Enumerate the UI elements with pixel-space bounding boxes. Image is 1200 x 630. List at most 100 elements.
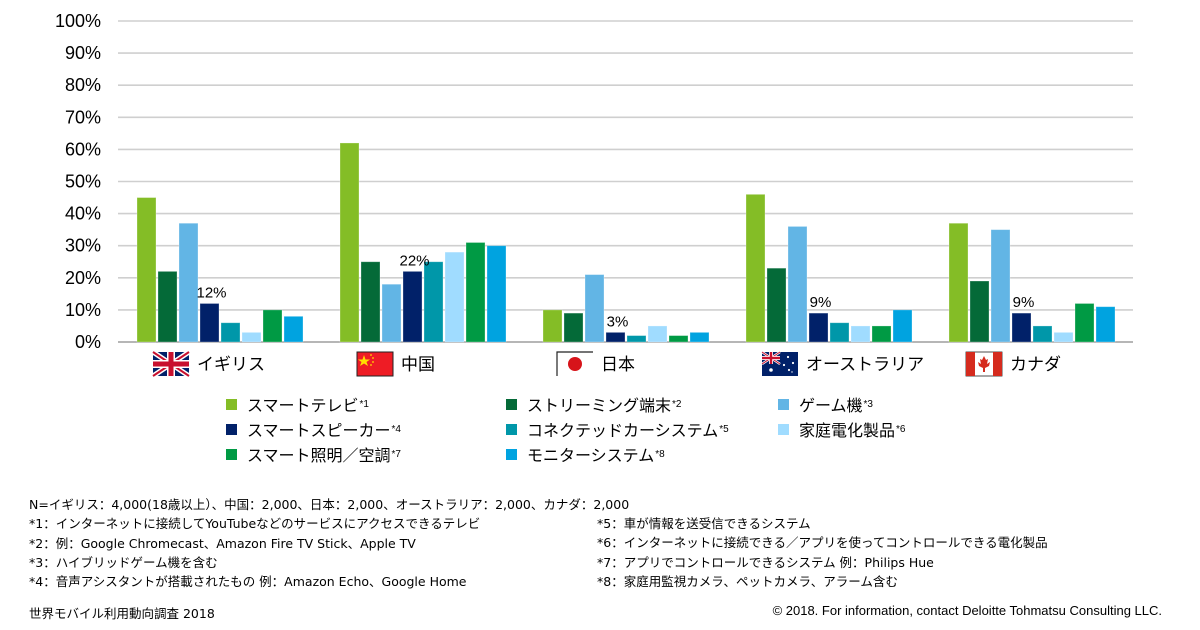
bar (850, 325, 871, 343)
uk-flag-icon (151, 349, 191, 379)
legend-swatch (506, 398, 517, 410)
legend-swatch (226, 398, 237, 410)
y-tick-label: 50% (65, 172, 101, 192)
bar (969, 280, 990, 343)
footnote-2: *2：例：Google Chromecast、Amazon Fire TV St… (29, 535, 416, 551)
bar (136, 197, 157, 343)
bars (136, 142, 1116, 343)
legend-label: 家庭電化製品 (799, 421, 896, 440)
legend-note-marker: *8 (655, 448, 665, 460)
legend-item: コネクテッドカーシステム *5 (506, 417, 729, 441)
footnotes-left: N=イギリス：4,000(18歳以上）、中国：2,000、日本：2,000、オー… (29, 495, 629, 591)
footnote-3: *3：ハイブリッドゲーム機を含む (29, 554, 218, 570)
footnote-7: *7：アプリでコントロールできるシステム 例：Philips Hue (597, 554, 934, 570)
category-label: オーストラリア (806, 355, 924, 375)
x-axis-categories: イギリス 中国 日本 オーストラリア カナダ (151, 349, 1061, 379)
bar (157, 270, 178, 343)
y-tick-label: 90% (65, 43, 101, 63)
category-label-group: イギリス (151, 349, 265, 379)
legend-item: モニターシステム *8 (506, 442, 665, 466)
legend-swatch (778, 423, 789, 435)
legend-note-marker: *2 (672, 398, 682, 410)
bar (990, 229, 1011, 343)
legend-swatch (226, 423, 237, 435)
legend-note-marker: *6 (896, 423, 906, 435)
bar (360, 261, 381, 343)
japan-flag-icon (556, 351, 593, 376)
legend-label: スマートスピーカー (247, 421, 391, 440)
footnotes-right: *5：車が情報を送受信できるシステム *6：インターネットに接続できる／アプリを… (597, 514, 1048, 591)
footnote-5: *5：車が情報を送受信できるシステム (597, 516, 811, 531)
footnote-1: *1：インターネットに接続してYouTubeなどのサービスにアクセスできるテレビ (29, 516, 481, 532)
bar (1053, 331, 1074, 343)
footnote-4: *4：音声アシスタントが搭載されたもの 例：Amazon Echo、Google… (29, 574, 467, 590)
bar (808, 312, 829, 343)
legend-note-marker: *1 (359, 398, 369, 410)
bar (605, 331, 626, 343)
data-labels: 12% 22% 3% 9% 9% (196, 252, 1034, 330)
gridlines (118, 20, 1133, 343)
legend-note-marker: *3 (863, 398, 873, 410)
bar (444, 251, 465, 343)
legend-item: スマートテレビ *1 (226, 392, 369, 416)
bar-chart: 0% 10% 20% 30% 40% 50% 60% 70% 80% 90% 100% 12% 22%… (55, 11, 1133, 379)
category-label: 日本 (601, 355, 635, 375)
bar (241, 331, 262, 343)
bar (339, 142, 360, 343)
bar (563, 312, 584, 343)
bar (1032, 325, 1053, 343)
legend-swatch (506, 423, 517, 435)
data-label: 9% (1013, 294, 1035, 311)
bar (262, 309, 283, 343)
bar (948, 222, 969, 343)
bar (1095, 306, 1116, 343)
legend-label: コネクテッドカーシステム (527, 421, 719, 440)
category-label-group: カナダ (965, 351, 1061, 377)
legend-label: モニターシステム (527, 446, 655, 465)
legend-item: ゲーム機 *3 (778, 392, 873, 416)
sample-size-note: N=イギリス：4,000(18歳以上）、中国：2,000、日本：2,000、オー… (29, 497, 630, 512)
source-note: 世界モバイル利用動向調査 2018 (29, 606, 215, 621)
data-label: 12% (196, 284, 226, 301)
bar (423, 261, 444, 343)
category-label-group: 中国 (356, 351, 435, 377)
bar (689, 331, 710, 343)
canada-flag-icon (965, 351, 1003, 377)
y-axis-ticks: 0% 10% 20% 30% 40% 50% 60% 70% 80% 90% 100% (55, 11, 101, 352)
legend-label: ゲーム機 (799, 396, 863, 415)
china-flag-icon (356, 351, 394, 377)
bar (178, 222, 199, 343)
y-tick-label: 30% (65, 236, 101, 256)
y-tick-label: 40% (65, 204, 101, 224)
legend-note-marker: *4 (391, 423, 401, 435)
bar (542, 309, 563, 343)
footnote-6: *6：インターネットに接続できる／アプリを使ってコントロールできる電化製品 (597, 535, 1048, 551)
y-tick-label: 20% (65, 268, 101, 288)
australia-flag-icon (761, 350, 798, 376)
y-tick-label: 100% (55, 11, 101, 31)
legend-swatch (226, 448, 237, 460)
bar (892, 309, 913, 343)
legend-note-marker: *7 (391, 448, 401, 460)
legend-swatch (506, 448, 517, 460)
bar (626, 335, 647, 343)
copyright: © 2018. For information, contact Deloitt… (772, 603, 1162, 618)
footnote-8: *8：家庭用監視カメラ、ペットカメラ、アラーム含む (597, 573, 898, 589)
y-tick-label: 60% (65, 139, 101, 159)
y-tick-label: 10% (65, 300, 101, 320)
legend: スマートテレビ *1 ストリーミング端末 *2 ゲーム機 *3 スマートスピーカー *4 コネク… (226, 392, 986, 470)
y-tick-label: 80% (65, 75, 101, 95)
bar (465, 242, 486, 343)
bar (647, 325, 668, 343)
legend-item: スマート照明／空調 *7 (226, 442, 401, 466)
data-label: 9% (810, 294, 832, 311)
y-tick-label: 0% (75, 332, 101, 352)
bar (584, 274, 605, 343)
legend-note-marker: *5 (719, 423, 729, 435)
y-tick-label: 70% (65, 107, 101, 127)
legend-label: スマートテレビ (247, 396, 359, 415)
legend-item: ストリーミング端末 *2 (506, 392, 681, 416)
data-label: 3% (607, 313, 629, 330)
category-label: イギリス (197, 355, 265, 375)
legend-item: 家庭電化製品 *6 (778, 417, 905, 441)
